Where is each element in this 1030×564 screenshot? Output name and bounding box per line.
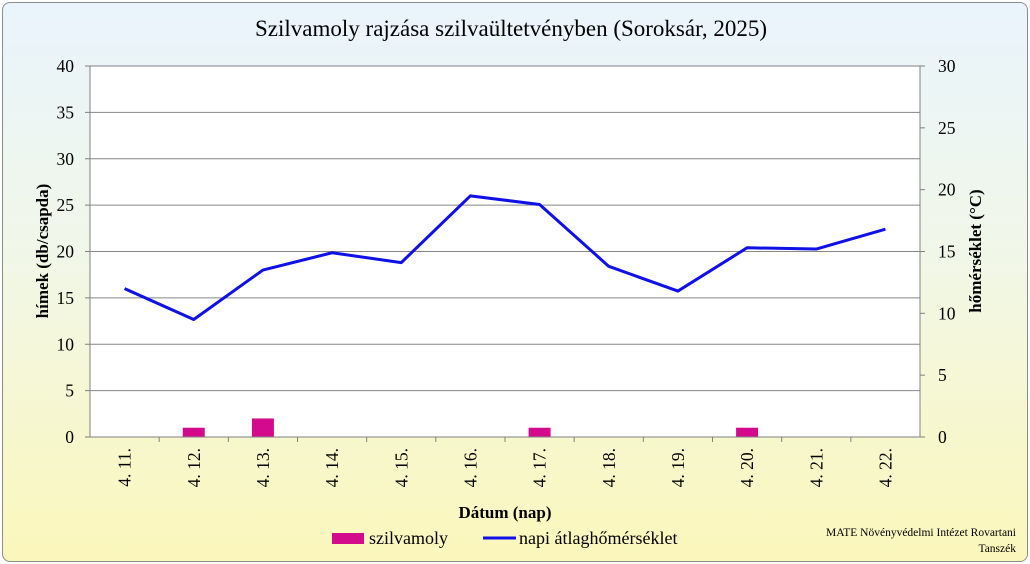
x-tick-label: 4. 20. [737,448,757,487]
left-tick-label: 20 [57,242,75,262]
x-tick-label: 4. 18. [599,448,619,487]
right-axis-ticks: 0 5 10 15 20 25 30 [920,56,956,447]
x-tick-label: 4. 17. [530,448,550,487]
right-tick-label: 0 [938,427,947,447]
y-axis-title: hímek (db/csapda) [33,184,52,319]
bar [736,427,759,437]
x-tick-label: 4. 16. [460,448,480,487]
bar [182,427,205,437]
x-tick-label: 4. 11. [115,448,135,487]
right-tick-label: 25 [938,118,956,138]
source-note-line-2: Tanszék [978,543,1016,555]
chart-title: Szilvamoly rajzása szilvaültetvényben (S… [255,16,767,41]
left-tick-label: 10 [57,334,75,354]
x-tick-label: 4. 12. [184,448,204,487]
left-tick-label: 30 [57,149,75,169]
left-tick-label: 15 [57,288,75,308]
legend-label-temperature: napi átlaghőmérséklet [519,528,677,548]
right-tick-label: 20 [938,180,956,200]
x-tick-label: 4. 14. [322,448,342,487]
x-tick-label: 4. 13. [253,448,273,487]
x-tick-label: 4. 21. [806,448,826,487]
left-tick-label: 35 [57,102,75,122]
left-tick-label: 5 [65,381,74,401]
legend-swatch-szilvamoly [332,533,364,544]
x-tick-label: 4. 15. [391,448,411,487]
x-tick-label: 4. 19. [668,448,688,487]
left-axis-ticks: 0 5 10 15 20 25 30 35 40 [57,56,90,447]
bar-series-szilvamoly [182,418,759,437]
legend: szilvamoly napi átlaghőmérséklet [332,528,677,548]
right-tick-label: 30 [938,56,956,76]
right-tick-label: 5 [938,365,947,385]
legend-label-szilvamoly: szilvamoly [369,528,448,548]
bar [528,427,551,437]
bar [251,418,274,437]
x-axis-ticks: 4. 11. 4. 12. 4. 13. 4. 14. 4. 15. 4. 16. 4. 1… [115,437,895,487]
x-axis-title: Dátum (nap) [458,503,551,522]
y2-axis-title: hőmérséklet (°C) [966,189,985,312]
gridlines [90,65,920,392]
left-tick-label: 25 [57,195,75,215]
left-tick-label: 40 [57,56,75,76]
right-tick-label: 15 [938,242,956,262]
right-tick-label: 10 [938,303,956,323]
line-series-temperature [123,194,886,322]
left-tick-label: 0 [65,427,74,447]
x-tick-label: 4. 22. [875,448,895,487]
source-note-line-1: MATE Növényvédelmi Intézet Rovartani [826,527,1016,539]
